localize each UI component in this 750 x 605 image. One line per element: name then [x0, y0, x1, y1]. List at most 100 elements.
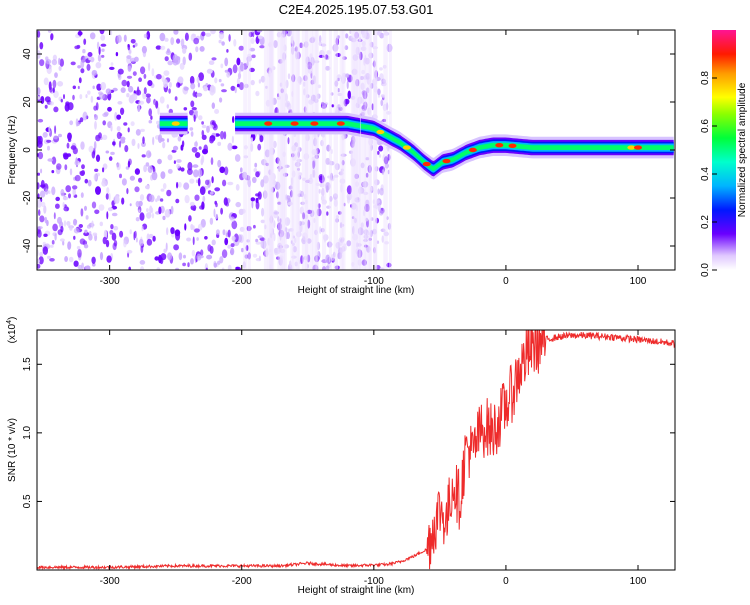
noise-speck	[208, 60, 215, 65]
noise-speck	[79, 117, 84, 123]
noise-speck	[192, 236, 195, 246]
noise-speck	[142, 136, 145, 144]
noise-speck	[192, 207, 196, 211]
noise-speck	[101, 54, 105, 58]
ridge-peak	[376, 129, 385, 135]
x-tick-label: -300	[100, 576, 120, 587]
noise-speck	[220, 83, 225, 87]
noise-speck	[255, 171, 260, 178]
noise-speck	[145, 93, 151, 98]
noise-speck	[201, 124, 207, 129]
noise-speck	[377, 150, 380, 155]
noise-speck	[231, 236, 236, 241]
noise-speck	[101, 180, 107, 187]
noise-speck	[133, 231, 136, 241]
noise-speck	[346, 240, 352, 247]
noise-speck	[196, 76, 200, 84]
noise-speck	[197, 82, 200, 88]
noise-speck	[211, 102, 215, 109]
noise-speck	[215, 202, 218, 208]
noise-speck	[251, 54, 256, 59]
noise-speck	[37, 263, 41, 269]
noise-speck	[93, 173, 98, 181]
noise-speck	[164, 37, 169, 42]
noise-speck	[194, 152, 201, 158]
noise-speck	[72, 188, 76, 196]
noise-streak	[309, 30, 313, 270]
noise-speck	[82, 111, 88, 121]
noise-speck	[167, 60, 173, 66]
noise-streak	[364, 30, 369, 270]
noise-speck	[250, 37, 255, 45]
noise-speck	[105, 88, 112, 95]
noise-speck	[91, 220, 94, 229]
noise-speck	[198, 115, 203, 121]
noise-speck	[46, 139, 52, 143]
noise-speck	[255, 200, 260, 210]
noise-streak	[263, 30, 268, 270]
noise-speck	[39, 59, 45, 67]
noise-speck	[176, 163, 181, 169]
noise-speck	[138, 100, 145, 105]
noise-speck	[163, 70, 170, 76]
noise-speck	[190, 131, 194, 137]
noise-streak	[358, 30, 362, 270]
noise-speck	[260, 219, 265, 224]
noise-speck	[119, 173, 122, 179]
noise-speck	[66, 153, 72, 157]
noise-speck	[62, 152, 69, 158]
noise-speck	[112, 87, 118, 92]
noise-speck	[139, 260, 146, 265]
noise-speck	[50, 34, 53, 41]
noise-speck	[116, 34, 122, 43]
noise-speck	[69, 168, 73, 176]
noise-speck	[96, 41, 100, 50]
noise-speck	[68, 256, 74, 263]
noise-speck	[42, 131, 48, 138]
noise-speck	[255, 193, 260, 197]
noise-speck	[51, 156, 57, 165]
noise-speck	[139, 212, 145, 221]
noise-speck	[77, 248, 82, 258]
noise-speck	[162, 183, 167, 190]
noise-speck	[148, 152, 152, 157]
noise-speck	[109, 66, 115, 70]
noise-speck	[318, 188, 321, 194]
noise-speck	[110, 62, 114, 66]
noise-speck	[106, 255, 112, 263]
noise-speck	[199, 186, 206, 196]
noise-speck	[146, 96, 151, 104]
noise-speck	[224, 57, 229, 67]
noise-speck	[121, 197, 125, 205]
noise-speck	[140, 128, 145, 132]
noise-speck	[189, 127, 194, 131]
noise-speck	[59, 238, 65, 242]
noise-speck	[237, 234, 242, 243]
noise-speck	[147, 165, 153, 173]
noise-speck	[88, 233, 93, 241]
noise-speck	[227, 264, 232, 270]
noise-speck	[100, 82, 107, 91]
noise-speck	[101, 48, 105, 52]
noise-speck	[76, 246, 81, 250]
noise-speck	[77, 264, 83, 270]
noise-speck	[190, 258, 194, 265]
noise-speck	[165, 50, 172, 56]
noise-speck	[205, 32, 212, 37]
noise-speck	[253, 168, 258, 173]
noise-speck	[206, 125, 210, 133]
noise-speck	[234, 86, 237, 94]
noise-speck	[194, 194, 200, 201]
noise-speck	[83, 38, 87, 45]
noise-speck	[199, 205, 205, 210]
noise-speck	[238, 208, 244, 216]
noise-speck	[81, 164, 85, 170]
noise-speck	[221, 41, 225, 46]
noise-speck	[160, 45, 166, 51]
noise-speck	[88, 56, 92, 61]
noise-speck	[253, 224, 256, 229]
x-tick-label: -100	[364, 576, 384, 587]
noise-speck	[192, 33, 197, 38]
noise-speck	[102, 112, 109, 118]
